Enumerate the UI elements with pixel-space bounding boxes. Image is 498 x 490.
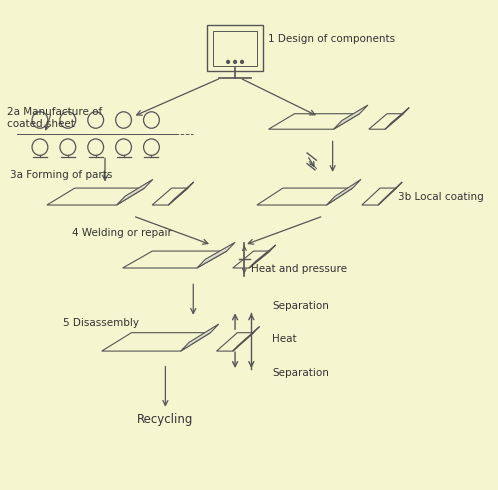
Circle shape [227, 60, 230, 63]
Polygon shape [334, 105, 368, 129]
Polygon shape [181, 324, 219, 351]
Polygon shape [327, 179, 361, 205]
Text: Heat and pressure: Heat and pressure [251, 264, 347, 274]
Text: Recycling: Recycling [137, 413, 194, 426]
Text: Heat: Heat [272, 335, 297, 344]
Polygon shape [249, 245, 276, 268]
Polygon shape [378, 182, 402, 205]
Circle shape [234, 60, 237, 63]
Text: 4 Welding or repair: 4 Welding or repair [73, 228, 172, 238]
Circle shape [241, 60, 244, 63]
Polygon shape [385, 108, 409, 129]
Polygon shape [233, 326, 259, 351]
Text: 2a Manufacture of
coated sheet: 2a Manufacture of coated sheet [7, 107, 103, 128]
Polygon shape [117, 179, 153, 205]
Polygon shape [168, 182, 194, 205]
Text: Separation: Separation [272, 300, 329, 311]
Polygon shape [197, 243, 235, 268]
Text: Separation: Separation [272, 368, 329, 378]
Text: 3a Forming of parts: 3a Forming of parts [10, 170, 112, 180]
Text: 1 Design of components: 1 Design of components [267, 34, 395, 44]
Text: 5 Disassembly: 5 Disassembly [63, 318, 139, 327]
Text: 3b Local coating: 3b Local coating [398, 192, 484, 201]
